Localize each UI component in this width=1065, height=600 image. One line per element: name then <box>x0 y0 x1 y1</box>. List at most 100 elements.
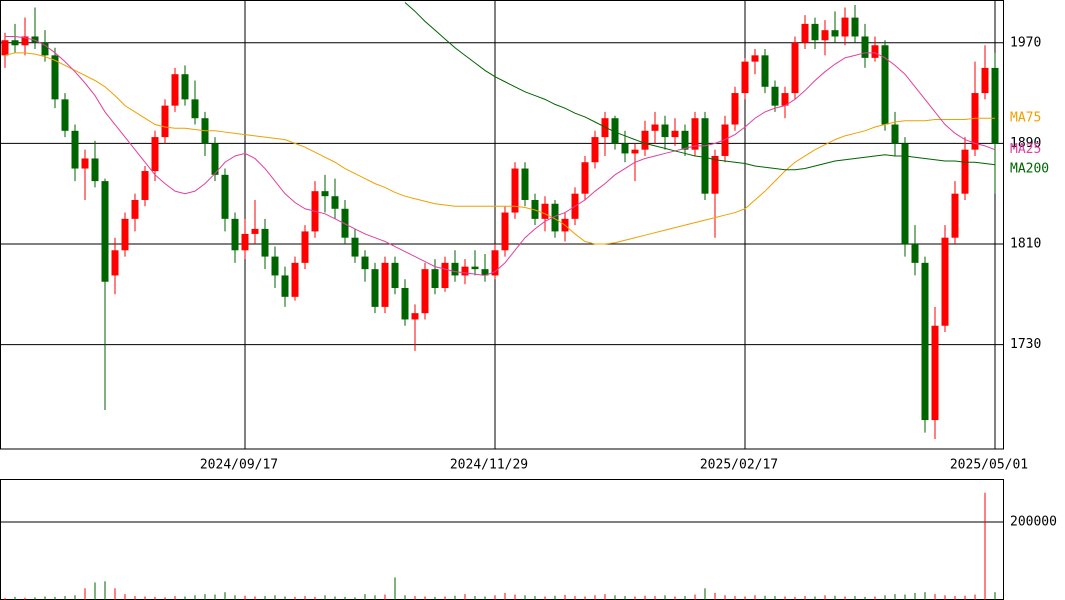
volume-bar <box>704 588 706 600</box>
volume-bar <box>944 595 946 600</box>
candle-body <box>681 130 689 150</box>
candle-body <box>331 196 339 209</box>
volume-bar <box>594 595 596 600</box>
volume-bar <box>314 596 316 600</box>
volume-bar <box>794 596 796 600</box>
candle-body <box>731 93 739 125</box>
candle-body <box>11 40 19 46</box>
candle-body <box>231 218 239 251</box>
x-tick-label: 2024/11/29 <box>450 458 528 473</box>
candle-body <box>121 218 129 251</box>
candle-body <box>471 266 479 270</box>
volume-bar <box>344 596 346 600</box>
volume-bar <box>524 595 526 600</box>
volume-bar <box>174 596 176 600</box>
candle-body <box>211 143 219 175</box>
candle-body <box>641 130 649 150</box>
volume-bar <box>664 595 666 600</box>
volume-bar <box>284 596 286 600</box>
x-tick-label: 2025/05/01 <box>950 458 1028 473</box>
candle-body <box>111 250 119 276</box>
volume-bar <box>184 596 186 600</box>
candle-body <box>851 17 859 37</box>
volume-bar <box>164 597 166 600</box>
volume-bar <box>124 594 126 600</box>
volume-bar <box>514 594 516 600</box>
candle-body <box>101 181 109 282</box>
candle-body <box>241 233 249 251</box>
candle-body <box>31 36 39 43</box>
candle-body <box>351 237 359 257</box>
ma-line <box>5 35 996 276</box>
volume-bar <box>644 595 646 600</box>
volume-bar <box>374 595 376 600</box>
volume-bar <box>494 595 496 600</box>
volume-bar <box>564 594 566 600</box>
legend-label: MA75 <box>1010 111 1041 126</box>
y-tick-label: 1810 <box>1010 236 1041 251</box>
volume-bar <box>714 592 716 600</box>
volume-bar <box>924 592 926 600</box>
volume-bar <box>214 594 216 600</box>
volume-bar <box>94 582 96 600</box>
volume-bar <box>674 596 676 600</box>
candle-body <box>221 174 229 219</box>
volume-bar <box>754 595 756 600</box>
candle-body <box>921 262 929 421</box>
volume-bar <box>604 594 606 600</box>
volume-frame <box>0 479 1004 600</box>
volume-bar <box>954 596 956 600</box>
volume-bar <box>844 596 846 600</box>
volume-bar <box>814 596 816 600</box>
candle-body <box>871 45 879 58</box>
volume-bar <box>254 596 256 600</box>
candle-body <box>591 137 599 163</box>
candle-body <box>791 42 799 94</box>
candle-body <box>381 262 389 307</box>
volume-bar <box>984 492 986 600</box>
candle-body <box>541 203 549 219</box>
y-tick-label: 200000 <box>1010 515 1057 530</box>
volume-bar <box>364 594 366 600</box>
volume-bar <box>404 595 406 600</box>
candle-body <box>191 99 199 119</box>
candle-body <box>171 74 179 106</box>
candle-body <box>1 40 9 56</box>
candle-body <box>131 199 139 219</box>
candle-body <box>421 269 429 314</box>
x-tick-label: 2025/02/17 <box>700 458 778 473</box>
volume-bar <box>104 581 106 600</box>
volume-bar <box>974 594 976 600</box>
candle-body <box>841 17 849 37</box>
volume-bar <box>854 596 856 600</box>
candle-body <box>901 143 909 244</box>
volume-bar <box>994 592 996 600</box>
candle-body <box>441 262 449 289</box>
volume-bar <box>534 596 536 600</box>
candle-body <box>711 155 719 194</box>
volume-bar <box>424 596 426 600</box>
legend-label: MA200 <box>1010 161 1049 176</box>
volume-bar <box>384 594 386 600</box>
candle-body <box>861 36 869 58</box>
candle-body <box>301 231 309 263</box>
candle-body <box>321 191 329 197</box>
candle-body <box>81 158 89 169</box>
volume-bar <box>54 596 56 600</box>
volume-bar <box>304 596 306 600</box>
volume-bar <box>194 595 196 600</box>
volume-bar <box>134 596 136 600</box>
candle-body <box>531 199 539 219</box>
candle-body <box>781 93 789 106</box>
candle-body <box>691 118 699 150</box>
volume-bar <box>774 596 776 600</box>
candle-body <box>361 256 369 270</box>
candle-body <box>61 99 69 131</box>
candle-body <box>801 23 809 43</box>
volume-bar <box>484 596 486 600</box>
candle-body <box>651 124 659 131</box>
candle-body <box>961 149 969 194</box>
volume-bar <box>574 596 576 600</box>
volume-bar <box>654 596 656 600</box>
